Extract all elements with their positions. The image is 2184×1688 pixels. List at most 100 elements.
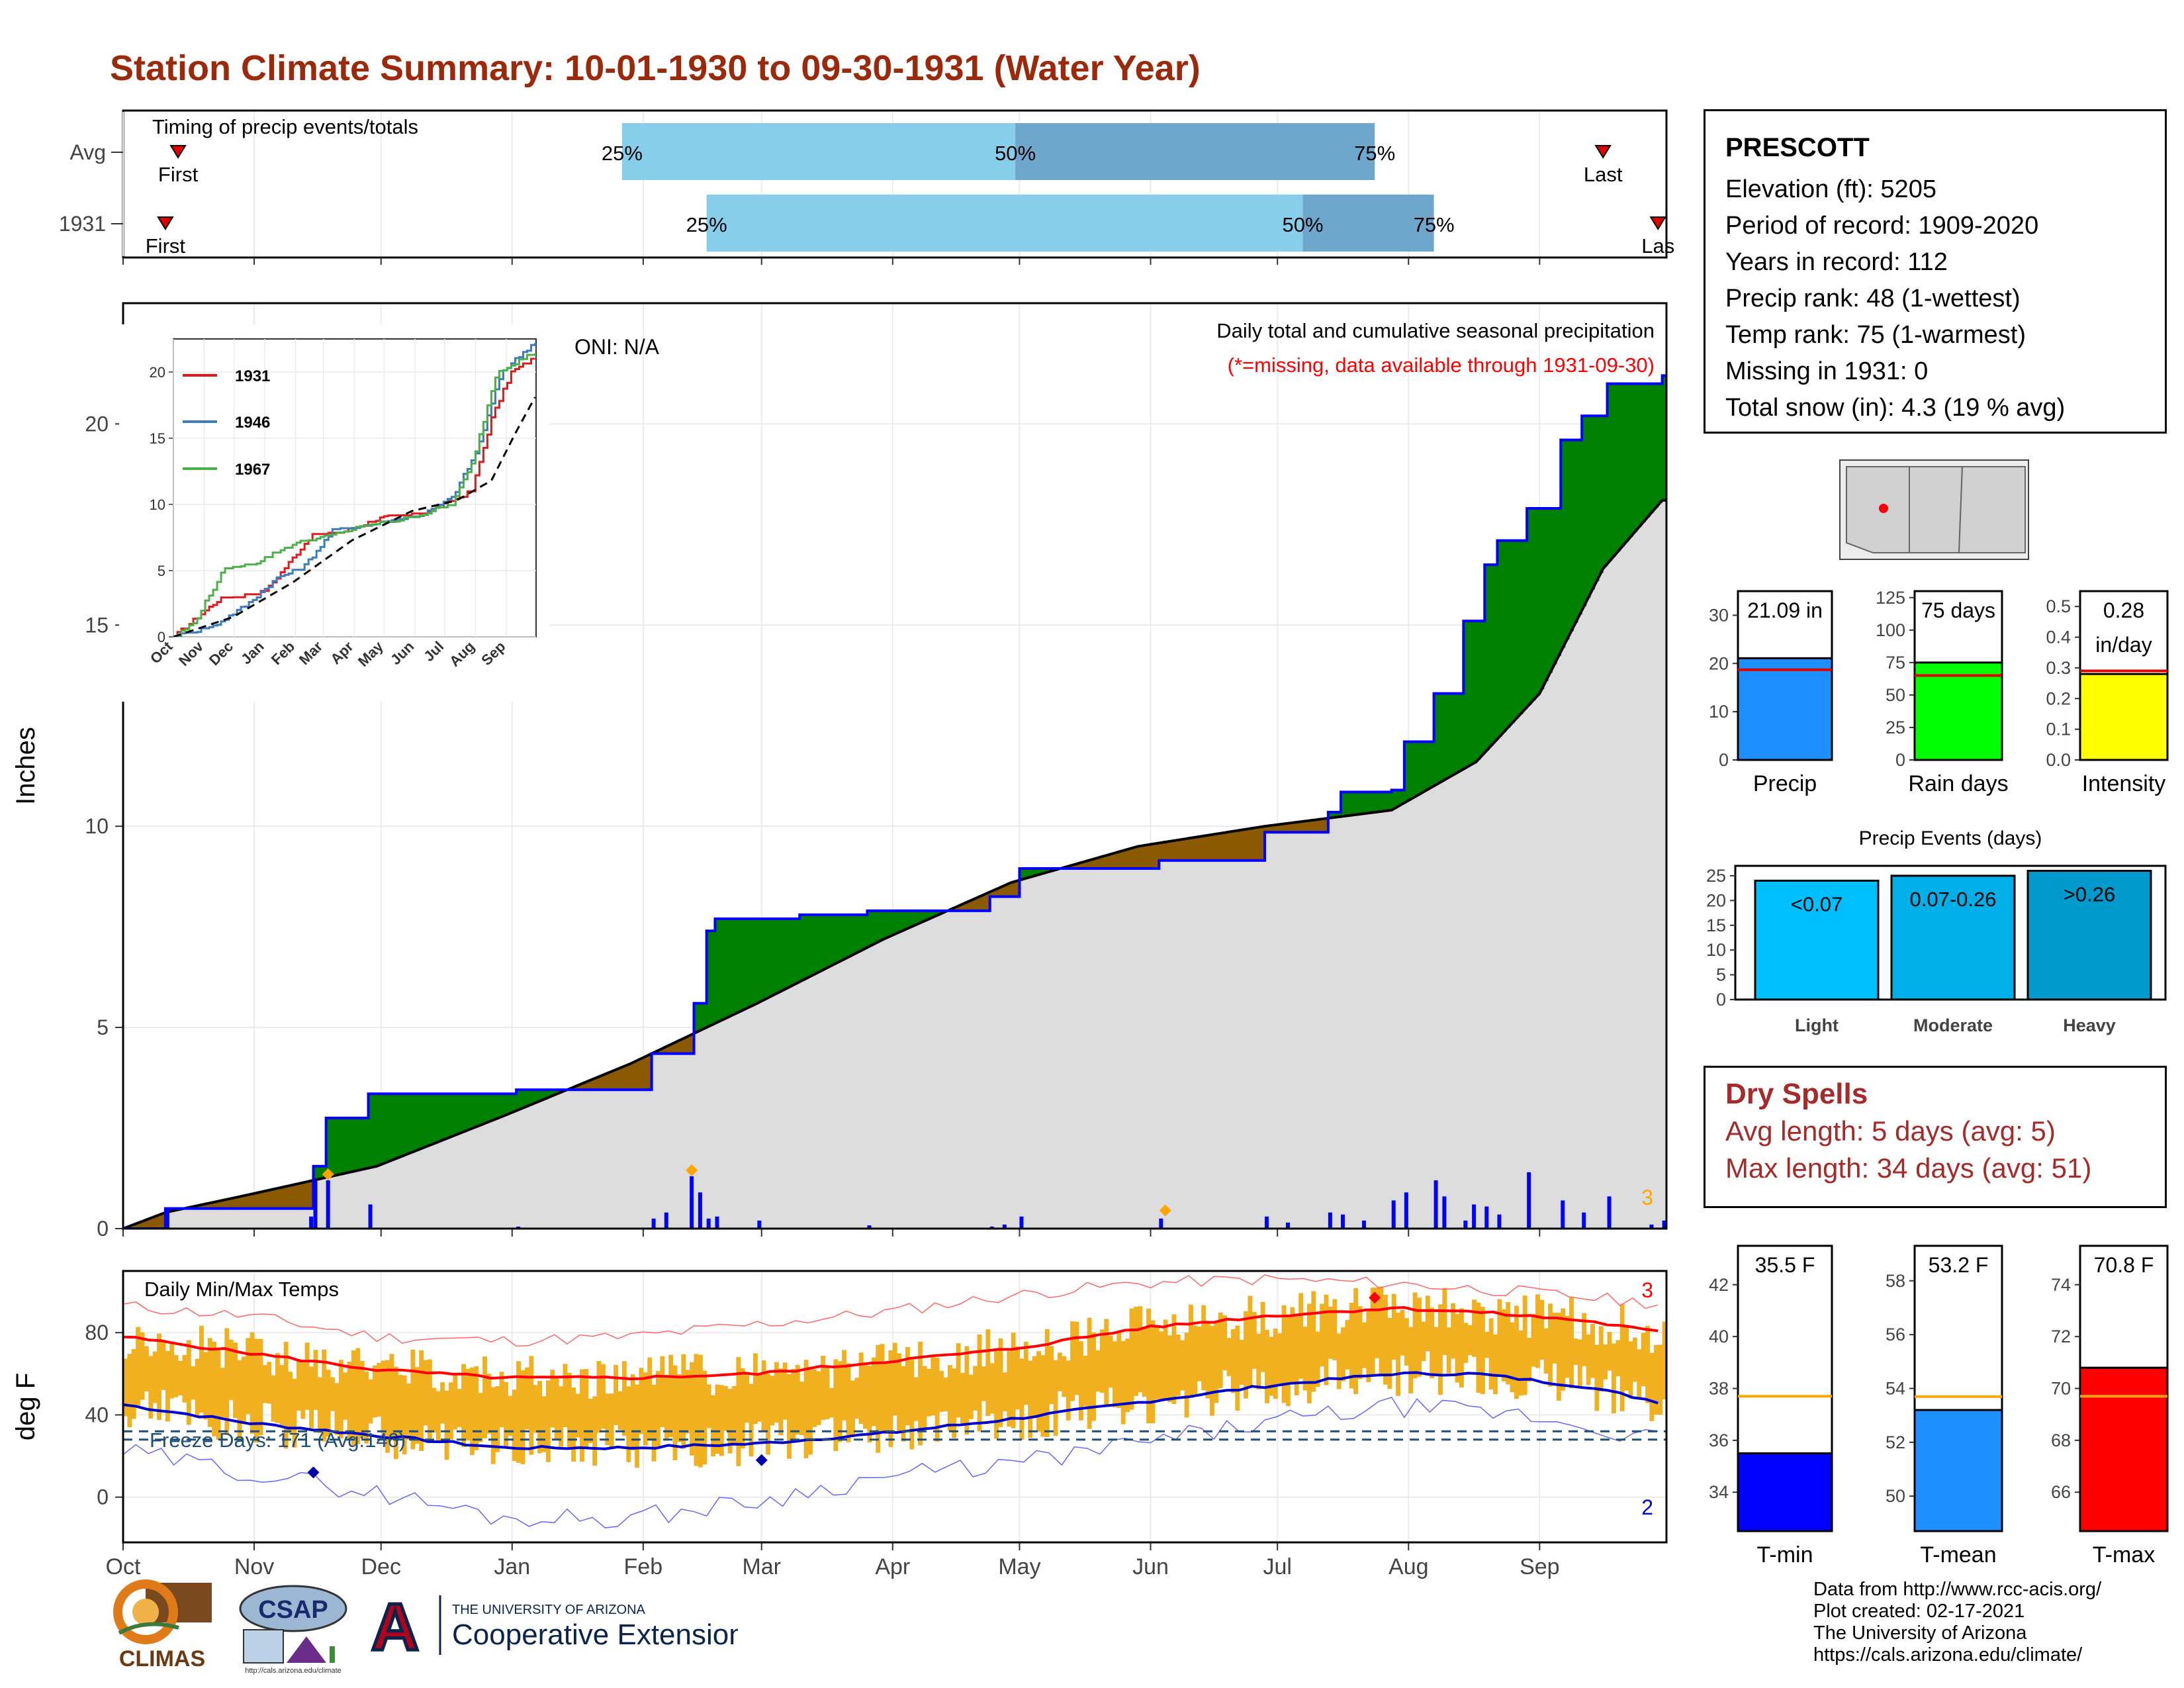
y-tick-label: 10 (1709, 702, 1729, 722)
deficit-band (220, 1200, 225, 1209)
average-cumulative-area (123, 500, 1666, 1229)
daily-temp-bar (402, 1375, 407, 1455)
surplus-band (1543, 508, 1549, 681)
deficit-band (1324, 818, 1329, 833)
daily-temp-bar (1023, 1341, 1028, 1405)
record-count: 3 (1641, 1186, 1653, 1209)
daily-temp-bar (1235, 1325, 1240, 1411)
surplus-band (842, 914, 847, 960)
surplus-band (934, 910, 940, 915)
surplus-band (1349, 792, 1354, 816)
daily-temp-bar (1171, 1314, 1177, 1404)
daily-temp-bar (1324, 1294, 1329, 1385)
quartile-label: 50% (995, 142, 1036, 165)
temps-title: Daily Min/Max Temps (144, 1278, 339, 1301)
surplus-band (749, 918, 754, 1007)
daily-temp-bar (313, 1350, 318, 1410)
daily-temp-bar (592, 1396, 598, 1466)
record-marker (322, 1168, 334, 1180)
deficit-band (1108, 854, 1113, 868)
temps-panel: 0 40 80 Oct Nov Dec Jan Feb Mar Apr May Jun Jul Aug Se… (11, 1270, 1668, 1579)
daily-temp-bar (469, 1367, 475, 1456)
surplus-band (435, 1094, 441, 1143)
station-elevation: Elevation (ft): 5205 (1725, 175, 1936, 203)
surplus-band (1573, 440, 1578, 623)
surplus-band (791, 918, 796, 986)
daily-temp-bar (685, 1370, 690, 1434)
deficit-band (212, 1201, 217, 1209)
daily-temp-bar (681, 1354, 686, 1449)
surplus-band (1628, 383, 1633, 538)
daily-temp-bar (884, 1362, 889, 1434)
value-label: 53.2 F (1929, 1253, 1989, 1277)
deficit-band (246, 1195, 251, 1209)
surplus-band (745, 918, 750, 1009)
surplus-band (1569, 440, 1574, 632)
surplus-band (761, 918, 766, 1000)
daily-temp-bar (330, 1377, 335, 1411)
deficit-band (262, 1191, 267, 1209)
deficit-band (952, 908, 957, 911)
daily-temp-bar (296, 1359, 301, 1411)
deficit-band (309, 1180, 314, 1209)
daily-temp-bar (1002, 1372, 1007, 1412)
legend-label: 1931 (235, 367, 270, 385)
daily-precip-bar (1285, 1222, 1290, 1229)
daily-temp-bar (393, 1366, 398, 1460)
surplus-band (1662, 375, 1666, 500)
surplus-band (406, 1094, 412, 1154)
surplus-band (909, 910, 915, 927)
deficit-band (1226, 831, 1232, 861)
daily-temp-bar (600, 1364, 606, 1429)
average-cumulative-line (123, 498, 1666, 1229)
surplus-band (486, 1094, 492, 1122)
y-tick-label: 38 (1709, 1379, 1729, 1399)
surplus-band (905, 910, 910, 929)
precip-panel: 0 5 10 15 20 ONI: N/A Daily total and cumulati… (11, 302, 1668, 1241)
daily-temp-bar (1497, 1299, 1502, 1375)
deficit-band (1015, 880, 1021, 897)
daily-temp-bar (1053, 1360, 1058, 1436)
surplus-band (322, 1166, 327, 1178)
daily-temp-bar (706, 1384, 711, 1429)
surplus-band (1586, 416, 1591, 598)
deficit-band (981, 894, 986, 911)
daily-temp-bar (994, 1348, 999, 1439)
deficit-band (1205, 835, 1210, 861)
x-tick-label: Dec (361, 1554, 400, 1579)
daily-temp-bar (486, 1374, 492, 1434)
deficit-band (1002, 885, 1007, 897)
daily-precip-bar (1662, 1220, 1666, 1229)
surplus-band (524, 1090, 529, 1107)
daily-temp-bar (326, 1370, 331, 1437)
daily-temp-bar (1586, 1334, 1591, 1385)
daily-temp-bar (1582, 1313, 1587, 1366)
surplus-band (432, 1094, 437, 1144)
daily-temp-bar (1302, 1327, 1308, 1391)
station-location-dot (1879, 504, 1888, 513)
deficit-band (690, 1034, 695, 1054)
daily-temp-bar (1615, 1340, 1621, 1377)
daily-temp-bar (1205, 1321, 1210, 1399)
y-tick-label: 52 (1886, 1432, 1905, 1452)
deficit-band (1244, 829, 1249, 861)
daily-temp-bar (317, 1377, 322, 1433)
surplus-band (1437, 693, 1443, 782)
surplus-band (1501, 540, 1506, 733)
deficit-band (1146, 845, 1152, 868)
quartile-label: 25% (686, 213, 727, 236)
daily-temp-bar (1345, 1320, 1350, 1370)
deficit-band (216, 1201, 221, 1209)
daily-temp-bar (732, 1385, 737, 1444)
daily-temp-bar (432, 1387, 437, 1433)
daily-temp-bar (1125, 1338, 1130, 1413)
daily-temp-bar (1375, 1287, 1380, 1358)
deficit-band (1251, 827, 1257, 861)
surplus-band (448, 1094, 453, 1137)
deficit-band (1193, 837, 1198, 861)
surplus-band (858, 914, 864, 951)
daily-temp-bar (1108, 1335, 1113, 1388)
daily-temp-bar (897, 1353, 902, 1432)
daily-temp-bar (1070, 1321, 1075, 1401)
deficit-band (664, 1046, 669, 1054)
